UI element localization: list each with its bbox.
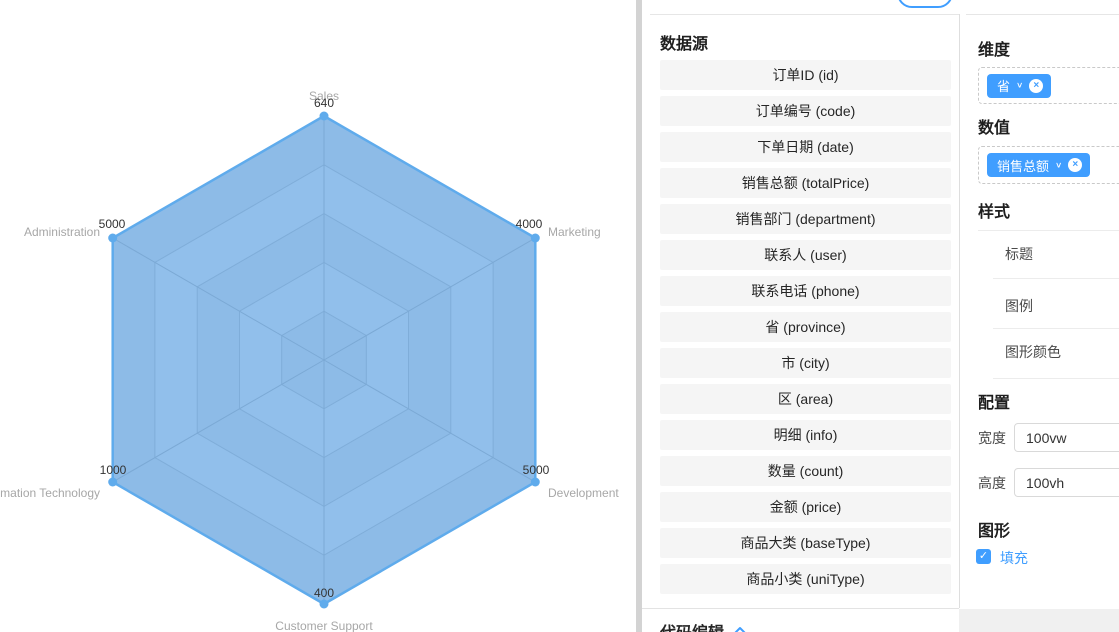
field-label: 市 (city) <box>781 355 830 371</box>
value-label-administration: 5000 <box>99 217 126 231</box>
width-input[interactable] <box>1014 423 1119 452</box>
remove-measure-icon[interactable]: × <box>1068 158 1083 172</box>
axis-label-administration: Administration <box>24 225 100 239</box>
code-edit-label: 代码编辑 <box>660 619 724 632</box>
chevron-down-icon[interactable]: ∨ <box>1055 160 1063 170</box>
field-label: 省 (province) <box>765 319 846 335</box>
divider <box>993 378 1119 379</box>
value-label-customer-support: 400 <box>314 586 334 600</box>
fill-checkbox-label[interactable]: 填充 <box>1000 550 1028 566</box>
axis-label-sales: Sales <box>309 89 339 103</box>
field-label: 金额 (price) <box>769 499 842 515</box>
field-list-item[interactable]: 商品大类 (baseType) <box>660 528 951 558</box>
field-list-item[interactable]: 金额 (price) <box>660 492 951 522</box>
field-list-item[interactable]: 联系人 (user) <box>660 240 951 270</box>
field-list-item[interactable]: 省 (province) <box>660 312 951 342</box>
graphic-title: 图形 <box>978 523 1011 540</box>
value-label-sales: 640 <box>314 96 334 110</box>
width-label: 宽度 <box>978 430 1006 446</box>
dimension-drop-zone[interactable]: 省 ∨ × <box>978 67 1119 104</box>
field-list-item[interactable]: 销售部门 (department) <box>660 204 951 234</box>
field-label: 商品小类 (uniType) <box>746 571 865 587</box>
field-label: 销售部门 (department) <box>735 211 876 227</box>
field-label: 订单ID (id) <box>772 67 839 83</box>
height-label: 高度 <box>978 475 1006 491</box>
fill-checkbox[interactable]: ✓ <box>976 549 991 564</box>
footer-strip <box>959 609 1119 632</box>
measure-tag-label: 销售总额 <box>997 158 1050 174</box>
data-point-development <box>530 477 540 487</box>
field-label: 联系电话 (phone) <box>751 283 860 299</box>
remove-dimension-icon[interactable]: × <box>1029 78 1044 93</box>
field-list-item[interactable]: 订单ID (id) <box>660 60 951 90</box>
dimension-tag-label: 省 <box>997 79 1011 94</box>
field-list-item[interactable]: 联系电话 (phone) <box>660 276 951 306</box>
field-list-item[interactable]: 数量 (count) <box>660 456 951 486</box>
data-source-panel: 数据源 订单ID (id) 订单编号 (code) 下单日期 (date) 销售… <box>642 0 959 632</box>
config-title: 配置 <box>978 395 1011 412</box>
style-item-title[interactable]: 标题 <box>1005 246 1033 262</box>
value-label-information-technology: 1000 <box>100 463 127 477</box>
data-point-sales <box>319 111 329 121</box>
chevron-down-icon[interactable]: ∨ <box>1016 81 1024 90</box>
field-list-item[interactable]: 销售总额 (totalPrice) <box>660 168 951 198</box>
chevron-up-icon <box>734 627 746 632</box>
divider <box>959 14 960 608</box>
field-list: 订单ID (id) 订单编号 (code) 下单日期 (date) 销售总额 (… <box>660 60 951 600</box>
field-label: 联系人 (user) <box>764 247 847 263</box>
divider <box>642 608 959 609</box>
data-point-marketing <box>530 233 540 243</box>
height-input[interactable] <box>1014 468 1119 497</box>
settings-panel: 维度 省 ∨ × 数值 销售总额 ∨ × 样式 标题 图例 图形颜色 配置 宽度… <box>966 0 1119 632</box>
divider <box>966 14 1119 15</box>
radar-chart-svg: Sales Marketing Development Customer Sup… <box>0 89 619 632</box>
radar-data-points[interactable] <box>108 111 540 609</box>
divider <box>650 14 959 15</box>
panel-splitter[interactable] <box>636 0 642 632</box>
divider <box>993 278 1119 279</box>
field-list-item[interactable]: 商品小类 (uniType) <box>660 564 951 594</box>
measure-title: 数值 <box>978 120 1011 137</box>
field-list-item[interactable]: 下单日期 (date) <box>660 132 951 162</box>
style-title: 样式 <box>978 204 1011 221</box>
field-list-item[interactable]: 区 (area) <box>660 384 951 414</box>
field-list-item[interactable]: 明细 (info) <box>660 420 951 450</box>
data-source-title: 数据源 <box>660 36 709 53</box>
dimension-title: 维度 <box>978 42 1011 59</box>
divider <box>978 230 1119 231</box>
dimension-tag[interactable]: 省 ∨ × <box>987 73 1052 98</box>
field-list-item[interactable]: 订单编号 (code) <box>660 96 951 126</box>
style-item-legend[interactable]: 图例 <box>1005 298 1033 314</box>
field-label: 销售总额 (totalPrice) <box>741 175 870 191</box>
radar-chart-canvas[interactable]: Sales Marketing Development Customer Sup… <box>0 0 636 632</box>
field-label: 区 (area) <box>777 391 834 407</box>
field-list-item[interactable]: 市 (city) <box>660 348 951 378</box>
value-label-marketing: 4000 <box>516 217 543 231</box>
field-label: 数量 (count) <box>767 463 844 479</box>
style-item-graphic-color[interactable]: 图形颜色 <box>1005 344 1061 360</box>
data-point-administration <box>108 233 118 243</box>
measure-tag[interactable]: 销售总额 ∨ × <box>987 153 1091 177</box>
axis-label-marketing: Marketing <box>548 225 601 239</box>
radar-series-polygon[interactable] <box>111 114 537 606</box>
axis-label-information-technology: Information Technology <box>0 486 100 500</box>
axis-label-development: Development <box>548 486 619 500</box>
field-label: 商品大类 (baseType) <box>740 535 871 551</box>
data-point-customer-support <box>319 599 329 609</box>
data-point-information-technology <box>108 477 118 487</box>
measure-drop-zone[interactable]: 销售总额 ∨ × <box>978 146 1119 184</box>
field-label: 下单日期 (date) <box>757 139 854 155</box>
axis-label-customer-support: Customer Support <box>275 619 373 632</box>
field-label: 订单编号 (code) <box>755 103 856 119</box>
divider <box>993 328 1119 329</box>
value-label-development: 5000 <box>523 463 550 477</box>
field-label: 明细 (info) <box>773 427 838 443</box>
code-edit-toggle[interactable]: 代码编辑 <box>660 616 748 632</box>
